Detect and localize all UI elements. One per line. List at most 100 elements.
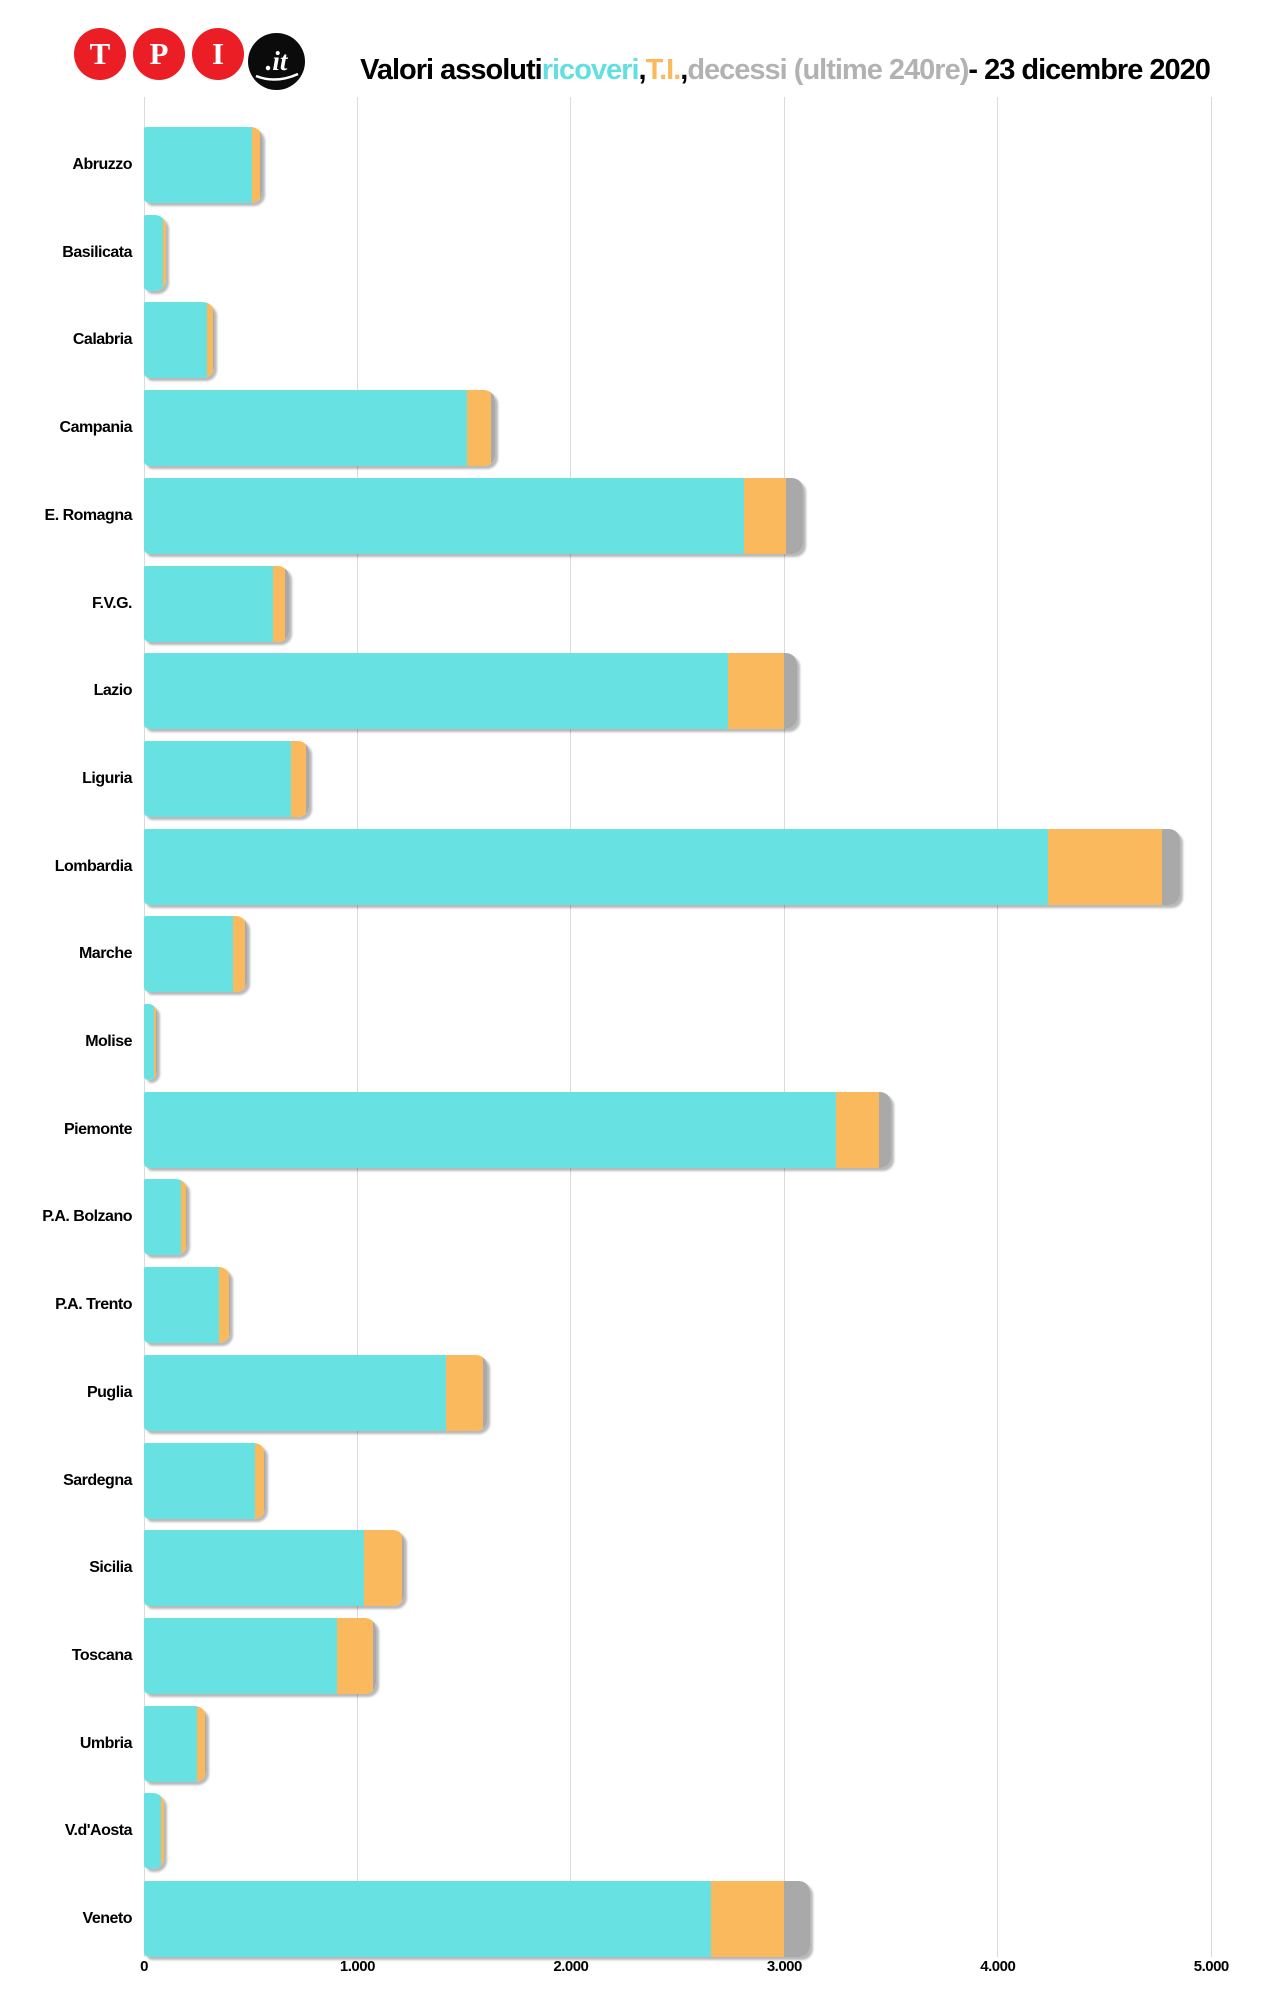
segment-ti bbox=[163, 214, 166, 291]
segment-decessi bbox=[284, 565, 290, 642]
segment-ricoveri bbox=[144, 1793, 162, 1870]
row-label-marche: Marche bbox=[78, 945, 133, 963]
title-part: - 23 dicembre 2020 bbox=[968, 53, 1211, 86]
segment-decessi bbox=[228, 1267, 230, 1344]
bar-p-a-trento bbox=[144, 1267, 230, 1344]
segment-ricoveri bbox=[144, 127, 252, 203]
row-label-p-a-trento: P.A. Trento bbox=[55, 1296, 132, 1314]
row-label-calabria: Calabria bbox=[72, 331, 133, 349]
segment-decessi bbox=[163, 1793, 165, 1870]
x-axis-tick: 4.000 bbox=[980, 1958, 1016, 1975]
logo-it-badge: .it bbox=[248, 33, 305, 90]
title-part: decessi (ultime 240re) bbox=[687, 53, 969, 86]
bar-lombardia bbox=[144, 828, 1181, 905]
gridline bbox=[997, 97, 999, 1957]
logo-it-text: .it bbox=[265, 46, 288, 76]
segment-ricoveri bbox=[144, 1179, 181, 1256]
segment-decessi bbox=[186, 1179, 188, 1256]
segment-ti bbox=[363, 1530, 403, 1607]
bar-puglia bbox=[144, 1354, 487, 1431]
segment-ricoveri bbox=[144, 1354, 447, 1431]
row-label-veneto: Veneto bbox=[82, 1910, 133, 1927]
x-axis-tick: 5.000 bbox=[1193, 1958, 1230, 1975]
bar-liguria bbox=[144, 740, 309, 817]
segment-decessi bbox=[245, 916, 248, 993]
bar-abruzzo bbox=[144, 127, 263, 203]
row-label-liguria: Liguria bbox=[82, 769, 132, 787]
segment-decessi bbox=[260, 127, 263, 203]
bar-sardegna bbox=[144, 1442, 266, 1519]
gridline bbox=[1210, 97, 1212, 1957]
gridline bbox=[356, 97, 358, 1957]
bar-chart: Abruzzo Basilicata Calabria Campania E. Roma… bbox=[0, 95, 1280, 2000]
segment-ricoveri bbox=[144, 1442, 255, 1519]
segment-decessi bbox=[402, 1530, 405, 1607]
bar-f-v-g- bbox=[144, 565, 290, 642]
gridline bbox=[570, 97, 572, 1957]
bar-toscana bbox=[144, 1617, 376, 1694]
row-label-sicilia: Sicilia bbox=[89, 1559, 132, 1577]
row-label-puglia: Puglia bbox=[86, 1383, 133, 1401]
segment-decessi bbox=[165, 214, 167, 291]
title-part: , bbox=[680, 53, 688, 86]
segment-ti bbox=[743, 477, 787, 554]
title-part: , bbox=[638, 53, 647, 86]
segment-ricoveri bbox=[144, 565, 274, 642]
segment-ti bbox=[273, 565, 285, 642]
segment-decessi bbox=[263, 1442, 266, 1519]
row-label-p-a-bolzano: P.A. Bolzano bbox=[42, 1208, 132, 1226]
tpi-logo: T P I .it bbox=[0, 0, 320, 95]
segment-ti bbox=[710, 1881, 785, 1957]
segment-decessi bbox=[373, 1617, 376, 1694]
segment-ricoveri bbox=[144, 828, 1048, 905]
segment-ricoveri bbox=[144, 477, 744, 554]
bar-lazio bbox=[144, 653, 797, 730]
segment-ricoveri bbox=[144, 214, 164, 291]
segment-decessi bbox=[784, 1881, 810, 1957]
segment-ti bbox=[197, 1705, 206, 1782]
segment-ti bbox=[254, 1442, 264, 1519]
segment-decessi bbox=[786, 477, 804, 554]
x-axis-tick: 3.000 bbox=[766, 1958, 803, 1975]
segment-decessi bbox=[482, 1354, 487, 1431]
segment-decessi bbox=[205, 1705, 207, 1782]
bar-e-romagna bbox=[144, 477, 804, 554]
row-label-piemonte: Piemonte bbox=[63, 1120, 133, 1138]
title-part: ricoveri bbox=[541, 53, 640, 86]
row-label-toscana: Toscana bbox=[71, 1646, 133, 1664]
segment-ricoveri bbox=[144, 1530, 364, 1607]
chart-title: Valori assoluti ricoveri, T.I., decessi … bbox=[330, 47, 1240, 93]
row-label-campania: Campania bbox=[59, 419, 133, 437]
logo-letter-t: T bbox=[74, 28, 126, 80]
segment-ti bbox=[727, 653, 785, 730]
row-label-umbria: Umbria bbox=[79, 1734, 133, 1752]
title-part: T.I. bbox=[645, 53, 682, 86]
segment-ricoveri bbox=[144, 1004, 154, 1080]
logo-letter-i: I bbox=[192, 28, 244, 80]
segment-ti bbox=[180, 1179, 187, 1256]
segment-ricoveri bbox=[144, 1617, 338, 1694]
segment-decessi bbox=[212, 302, 215, 379]
title-part: Valori assoluti bbox=[360, 53, 543, 86]
segment-ti bbox=[153, 1004, 157, 1080]
segment-decessi bbox=[784, 653, 797, 730]
bar-marche bbox=[144, 916, 248, 993]
logo-swoosh-icon bbox=[255, 72, 299, 81]
segment-ti bbox=[218, 1267, 229, 1344]
bar-v-d-aosta bbox=[144, 1793, 165, 1870]
bar-p-a-bolzano bbox=[144, 1179, 188, 1256]
segment-ricoveri bbox=[144, 1267, 219, 1344]
segment-ricoveri bbox=[144, 740, 291, 817]
logo-letter-p: P bbox=[133, 28, 185, 80]
segment-ricoveri bbox=[144, 302, 208, 379]
segment-ti bbox=[835, 1091, 880, 1168]
segment-ti bbox=[251, 127, 261, 203]
segment-ricoveri bbox=[144, 916, 233, 993]
row-label-lombardia: Lombardia bbox=[54, 857, 133, 875]
segment-ricoveri bbox=[144, 1705, 198, 1782]
segment-ricoveri bbox=[144, 653, 728, 730]
row-label-v-d-aosta: V.d'Aosta bbox=[64, 1822, 133, 1840]
bar-campania bbox=[144, 390, 495, 467]
row-label-lazio: Lazio bbox=[93, 682, 133, 700]
